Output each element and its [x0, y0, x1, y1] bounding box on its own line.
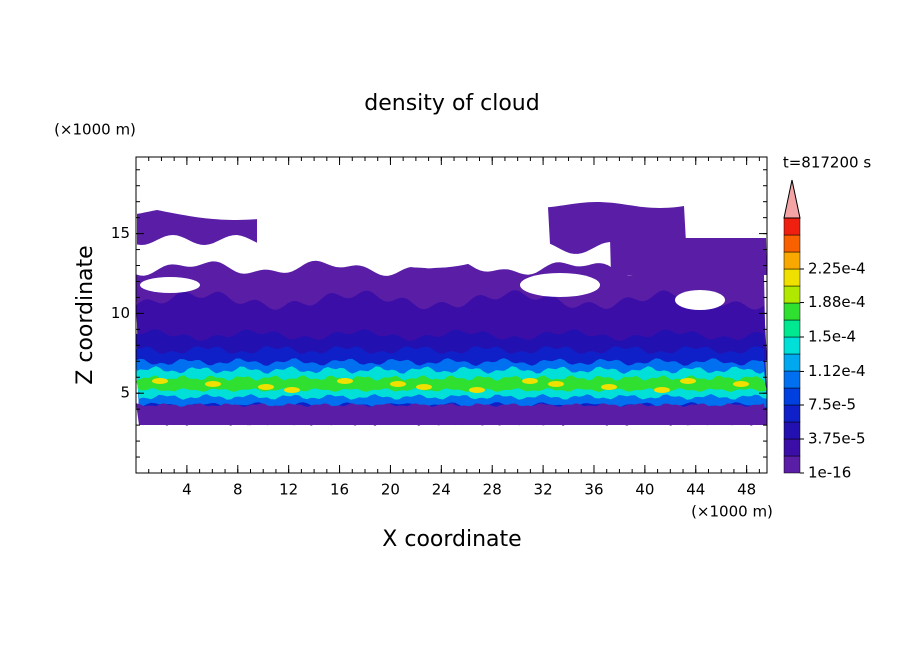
contour-region — [680, 378, 696, 384]
y-tick-label: 15 — [111, 224, 130, 242]
colorbar-swatch — [783, 234, 801, 253]
colorbar-label: 1.5e-4 — [808, 328, 856, 346]
colorbar-swatch — [783, 404, 801, 423]
contour-region — [522, 378, 538, 384]
contour-region — [548, 381, 564, 387]
colorbar-label: 7.5e-5 — [808, 396, 856, 414]
y-axis-label: Z coordinate — [73, 245, 98, 384]
plot-frame — [135, 156, 768, 474]
contour-region — [205, 381, 221, 387]
x-tick-label: 40 — [635, 481, 654, 499]
contour-region — [416, 384, 432, 390]
colorbar-label: 1e-16 — [808, 464, 851, 482]
contour-region — [610, 238, 767, 275]
contour-region — [601, 384, 617, 390]
x-tick-label: 36 — [584, 481, 603, 499]
contour-region — [258, 384, 274, 390]
colorbar-swatch — [783, 421, 801, 440]
x-tick-label: 12 — [279, 481, 298, 499]
colorbar-swatch — [783, 353, 801, 372]
colorbar-label: 1.88e-4 — [808, 293, 866, 311]
contour-gap — [520, 273, 600, 297]
x-tick-label: 8 — [233, 481, 243, 499]
colorbar-swatch — [783, 217, 801, 236]
colorbar-swatch — [783, 268, 801, 287]
colorbar-swatch — [783, 336, 801, 355]
colorbar-label: 1.12e-4 — [808, 362, 866, 380]
x-tick-label: 4 — [182, 481, 192, 499]
colorbar-swatch — [783, 370, 801, 389]
contour-region — [152, 378, 168, 384]
y-tick-label: 10 — [111, 304, 130, 322]
colorbar-swatch — [783, 455, 801, 474]
contour-region — [654, 387, 670, 393]
x-unit: (×1000 m) — [691, 503, 773, 521]
x-tick-label: 28 — [483, 481, 502, 499]
colorbar-swatch — [783, 251, 801, 270]
colorbar-label: 3.75e-5 — [808, 430, 866, 448]
contour-gap — [370, 232, 490, 268]
colorbar-label: 2.25e-4 — [808, 260, 866, 278]
contour-region — [136, 403, 767, 425]
colorbar-swatch — [783, 285, 801, 304]
colorbar-swatch — [783, 438, 801, 457]
x-tick-label: 48 — [737, 481, 756, 499]
chart-title: density of cloud — [364, 91, 539, 116]
time-annotation: t=817200 s — [783, 154, 871, 172]
y-tick-label: 5 — [120, 384, 130, 402]
contour-gap — [675, 290, 725, 310]
x-tick-label: 24 — [432, 481, 451, 499]
contour-region — [137, 210, 257, 245]
y-unit: (×1000 m) — [54, 121, 136, 139]
contour-field — [136, 202, 767, 426]
contour-region — [284, 387, 300, 393]
x-tick-label: 44 — [686, 481, 705, 499]
contour-region — [469, 387, 485, 393]
contour-region — [337, 378, 353, 384]
colorbar-swatch — [783, 387, 801, 406]
colorbar-swatch — [783, 302, 801, 321]
x-tick-label: 16 — [330, 481, 349, 499]
contour-region — [390, 381, 406, 387]
colorbar-extend — [783, 179, 801, 219]
contour-gap — [140, 277, 200, 293]
x-tick-label: 32 — [534, 481, 553, 499]
x-tick-label: 20 — [381, 481, 400, 499]
x-axis-label: X coordinate — [382, 527, 521, 552]
contour-region — [733, 381, 749, 387]
colorbar-swatch — [783, 319, 801, 338]
